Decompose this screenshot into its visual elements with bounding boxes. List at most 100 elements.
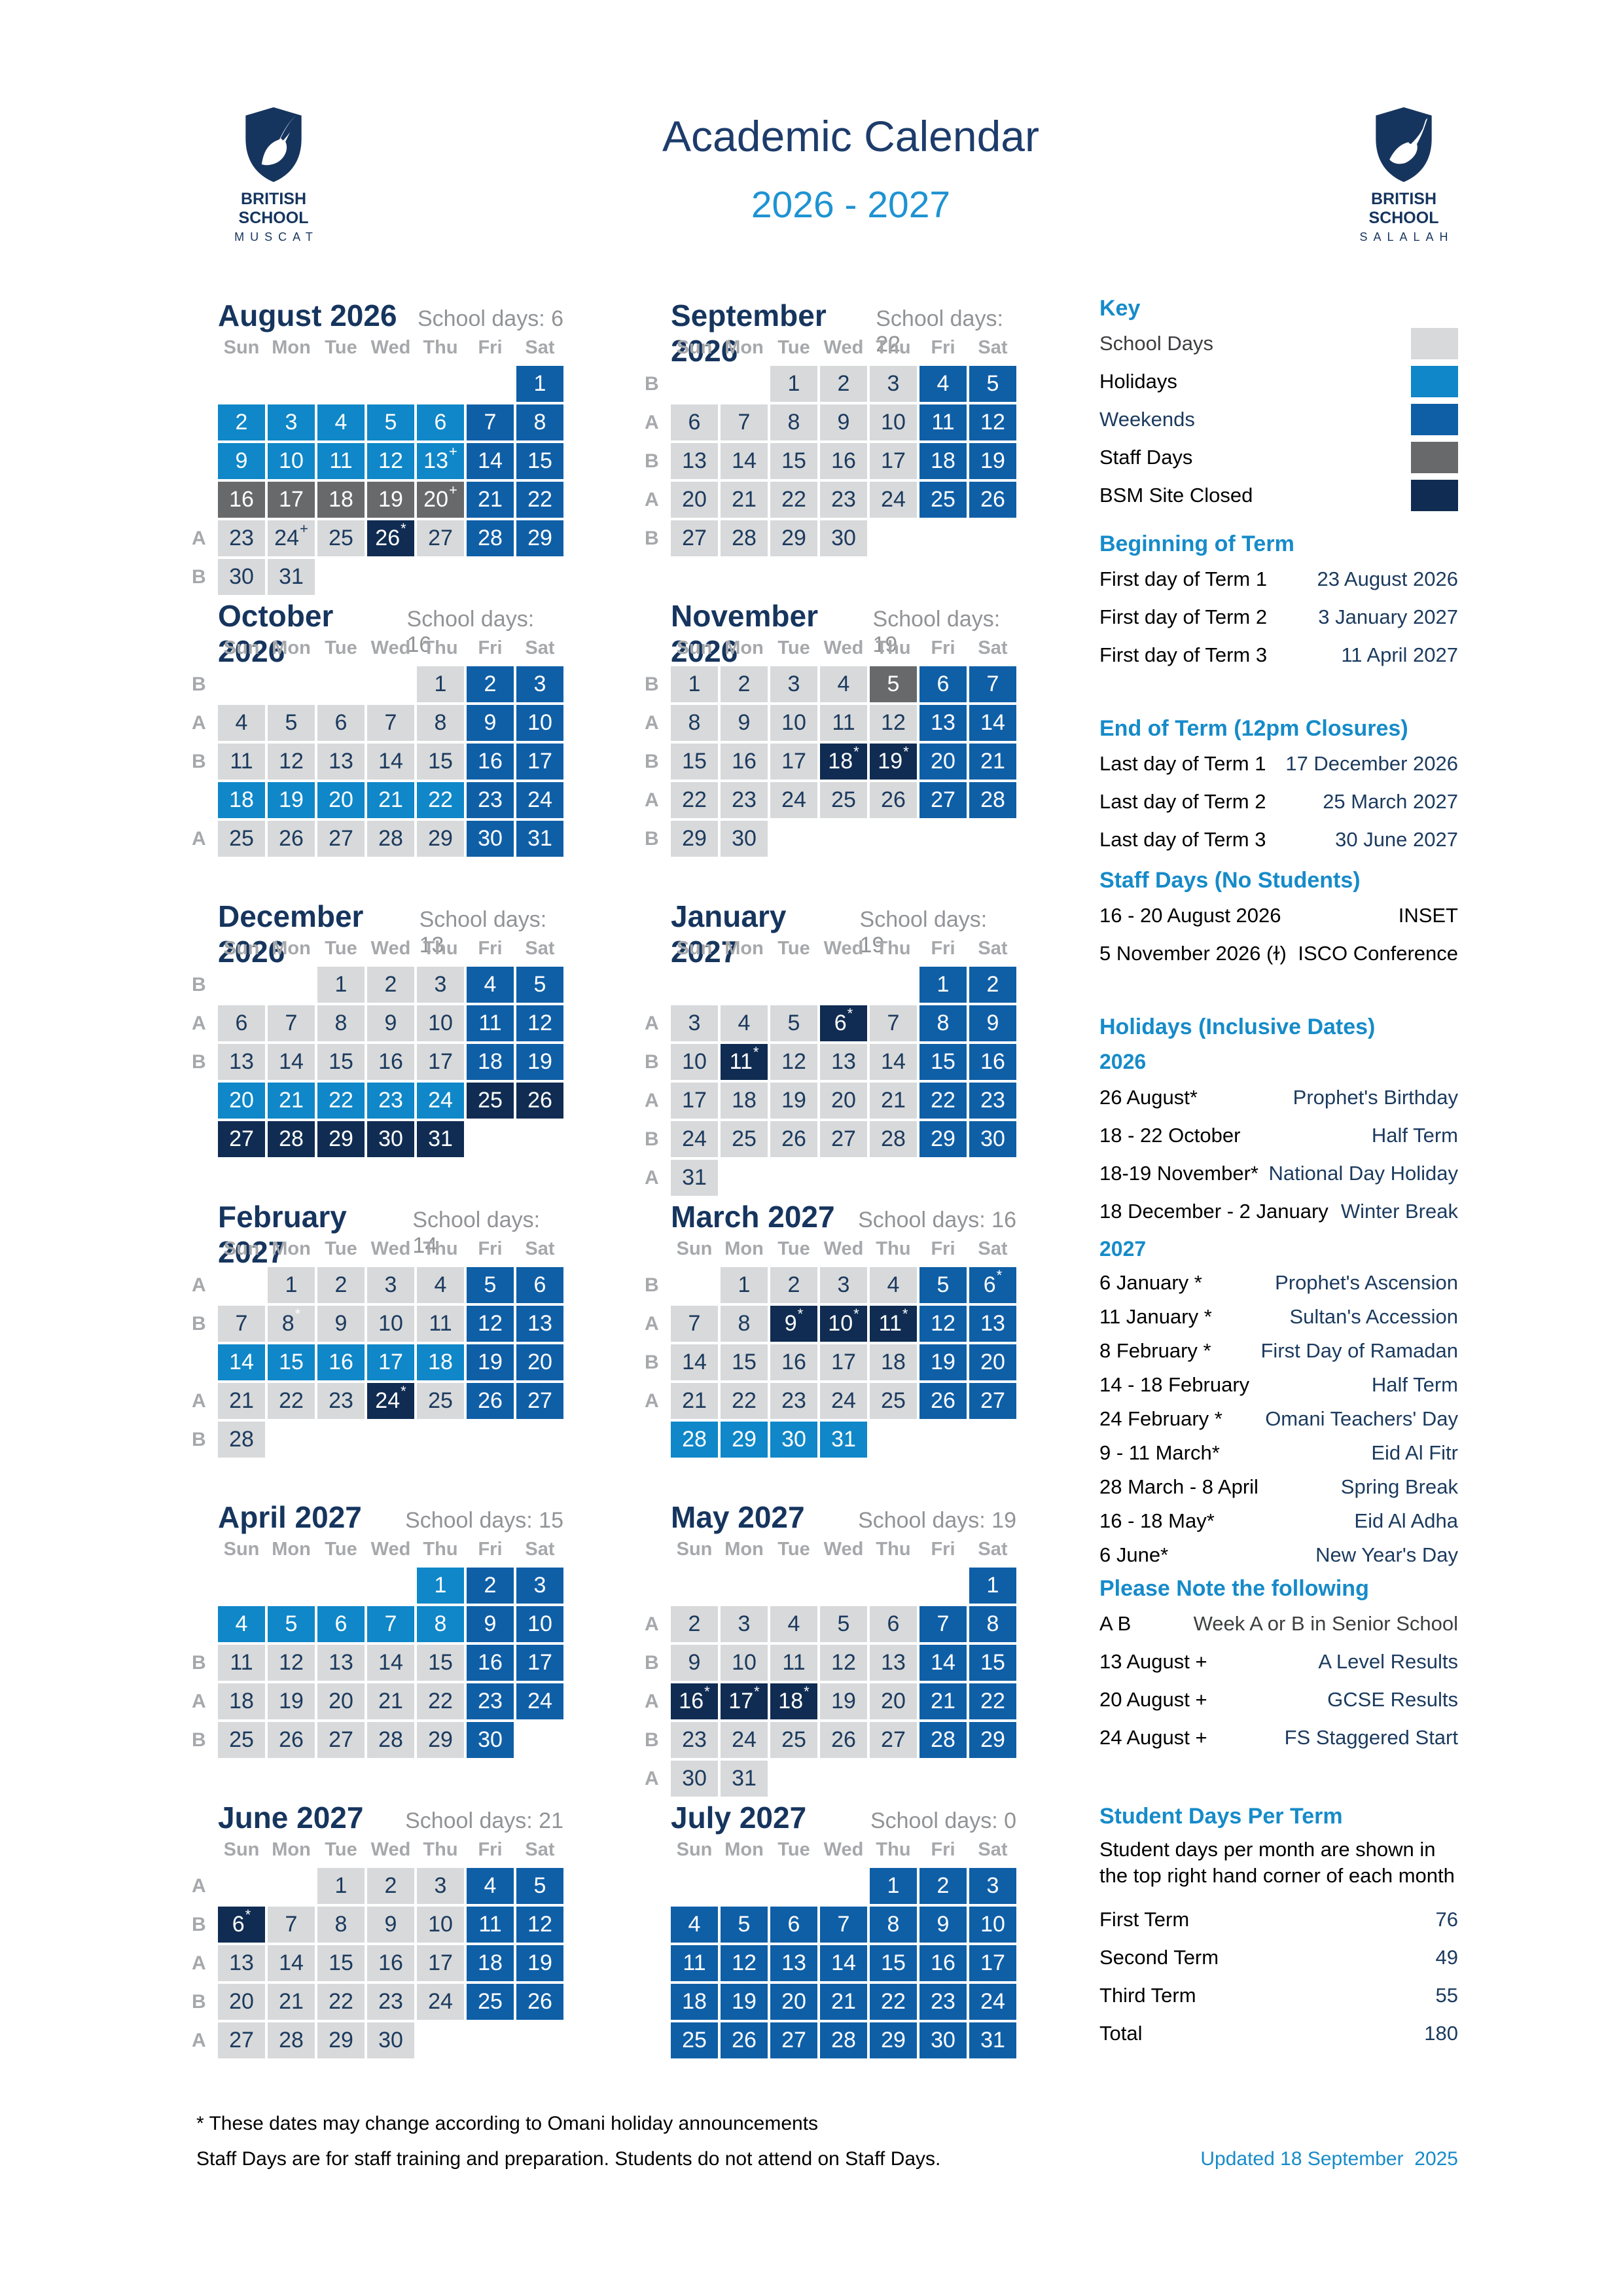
day-cell: 6: [317, 1606, 365, 1642]
day-of-week-header: Sun Mon Tue Wed Thu Fri Sat: [671, 1839, 1016, 1865]
day-cell: 22: [770, 482, 817, 518]
empty-cell: [367, 366, 414, 402]
school-days-count: School days: 19: [872, 607, 1001, 657]
dow-label: Thu: [876, 1539, 911, 1560]
info-value: Eid Al Adha: [1354, 1509, 1458, 1532]
day-number: 4: [235, 1611, 248, 1636]
week-row: A 3 4 5 6* 7 8 9: [645, 1005, 1016, 1041]
day-cell: 5: [721, 1907, 768, 1943]
day-cell: 21: [919, 1683, 967, 1719]
day-cell: 17: [516, 744, 563, 780]
info-value: Half Term: [1371, 1124, 1458, 1147]
dow-label: Tue: [777, 637, 810, 658]
empty-cell: [671, 1868, 718, 1904]
day-number: 27: [881, 1727, 906, 1752]
day-number: 30: [980, 1126, 1005, 1151]
dow-label: Wed: [823, 337, 864, 358]
school-days-count: School days: 19: [858, 1508, 1016, 1533]
info-value: Winter Break: [1340, 1200, 1458, 1223]
day-cell: 2: [367, 967, 414, 1003]
info-row: First Term 76: [1099, 1901, 1458, 1939]
day-cell: 22: [417, 1683, 464, 1719]
day-number: 20: [527, 1350, 552, 1374]
day-number: 23: [329, 1388, 353, 1413]
day-cell: 28: [870, 1121, 917, 1157]
day-number: 10: [828, 1311, 853, 1336]
key-item: School Days: [1099, 325, 1458, 363]
week-row: A 7 8 9* 10* 11* 12 13: [645, 1306, 1016, 1342]
day-cell: 1: [317, 1868, 365, 1904]
day-number: 6: [235, 1011, 248, 1035]
day-cell: 13: [919, 705, 967, 741]
day-cell: 22: [721, 1383, 768, 1419]
day-number: 24: [732, 1727, 757, 1752]
day-cell: 11: [467, 1005, 514, 1041]
day-cell: 24: [516, 782, 563, 818]
day-cell: 8: [417, 705, 464, 741]
day-number: 6: [936, 672, 950, 696]
empty-cell: [367, 666, 414, 702]
day-number: 18: [428, 1350, 453, 1374]
empty-cell: [870, 967, 917, 1003]
dow-label: Sun: [223, 1238, 260, 1259]
day-number: 7: [738, 410, 751, 435]
dow-label: Wed: [370, 337, 411, 358]
key-label: Weekends: [1099, 408, 1195, 431]
day-cell: 30: [671, 1761, 718, 1797]
day-cell: 23: [721, 782, 768, 818]
day-number: 20: [881, 1689, 906, 1713]
dow-label: Fri: [931, 637, 955, 658]
day-number: 2: [484, 1573, 497, 1598]
day-number: 24: [375, 1388, 401, 1413]
footnote-staff-days: Staff Days are for staff training and pr…: [196, 2148, 941, 2170]
day-cell: 3: [367, 1267, 414, 1303]
day-number: 5: [384, 410, 397, 435]
info-row: First day of Term 1 23 August 2026: [1099, 560, 1458, 598]
week-row: 11 12 13 14 15 16 17: [645, 1945, 1016, 1981]
day-cell: 4: [467, 1868, 514, 1904]
day-number: 16: [732, 749, 757, 774]
day-number: 5: [533, 1873, 546, 1898]
day-cell: 19: [770, 1083, 817, 1119]
day-cell: 20: [820, 1083, 867, 1119]
day-number: 28: [279, 1126, 304, 1151]
week-row: B 1 2 3: [192, 666, 563, 702]
day-number: 12: [527, 1011, 552, 1035]
week-row: A 31: [645, 1160, 1016, 1196]
dow-label: Thu: [423, 1539, 458, 1560]
dow-label: Sat: [525, 1539, 555, 1560]
day-cell: 21: [268, 1984, 315, 2020]
day-cell: 10: [516, 705, 563, 741]
day-number: 9: [384, 1011, 397, 1035]
week-letter: [645, 967, 671, 1003]
day-of-week-header: Sun Mon Tue Wed Thu Fri Sat: [218, 1539, 563, 1565]
info-row: First day of Term 2 3 January 2027: [1099, 598, 1458, 636]
day-number: 15: [732, 1350, 757, 1374]
dow-label: Sun: [676, 1539, 713, 1560]
day-cell: 26: [268, 821, 315, 857]
week-row: A 6 7 8 9 10 11 12: [192, 1005, 563, 1041]
info-value: Omani Teachers' Day: [1265, 1407, 1458, 1430]
please-note-section: Please Note the following A B Week A or B…: [1099, 1576, 1458, 1757]
day-number: 27: [831, 1126, 856, 1151]
month-title: June 2027: [218, 1801, 364, 1835]
bss-logo: BRITISH SCHOOL SALALAH: [1342, 106, 1466, 244]
dow-label: Fri: [931, 938, 955, 959]
day-number: 29: [732, 1427, 757, 1452]
dow-label: Wed: [370, 637, 411, 658]
day-cell: 26: [467, 1383, 514, 1419]
week-row: B 1 2 3 4 5: [192, 967, 563, 1003]
day-number: 13: [881, 1650, 906, 1675]
day-number: 9: [784, 1311, 797, 1336]
empty-cell: [317, 1568, 365, 1604]
day-cell: 15: [770, 443, 817, 479]
day-cell: 17: [367, 1344, 414, 1380]
day-cell: 30: [969, 1121, 1016, 1157]
day-cell: 2: [770, 1267, 817, 1303]
day-number: 15: [329, 1950, 353, 1975]
day-cell: 24: [870, 482, 917, 518]
day-number: 7: [688, 1311, 701, 1336]
bss-logo-place: SALALAH: [1359, 230, 1454, 243]
day-cell: 25: [218, 821, 265, 857]
dow-label: Sat: [978, 637, 1008, 658]
